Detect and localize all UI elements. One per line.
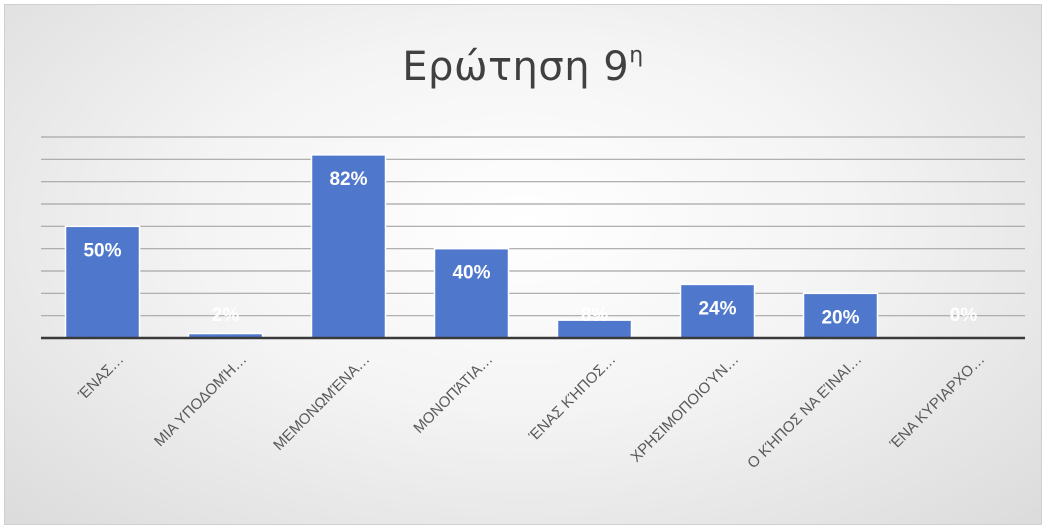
data-label: 8% bbox=[581, 305, 609, 326]
data-label: 0% bbox=[950, 305, 978, 326]
category-label: ΜΙΑ ΥΠΟΔΟΜΉ… bbox=[151, 351, 250, 450]
bars-group bbox=[64, 154, 879, 339]
bar bbox=[802, 292, 879, 339]
category-labels-group: ΈΝΑΣ… ΜΙΑ ΥΠΟΔΟΜΉ… ΜΕΜΟΝΩΜΈΝΑ… ΜΟΝΟΠΆΤΙΑ… ΈΝ… bbox=[74, 351, 988, 472]
bar bbox=[64, 225, 141, 339]
category-label: Ο ΚΉΠΟΣ ΝΑ ΕΊΝΑΙ… bbox=[744, 351, 865, 472]
data-label: 24% bbox=[698, 298, 736, 319]
bar bbox=[433, 247, 510, 339]
chart-container: Ερώτηση 9η 50% 2% 82% 40% 8% 24% 20% 0% ΈΝΑΣ… ΜΙ… bbox=[4, 4, 1042, 525]
chart-title-text: Ερώτηση 9 bbox=[402, 44, 630, 90]
chart-title-superscript: η bbox=[629, 43, 644, 68]
bar bbox=[679, 283, 756, 339]
category-label: ΈΝΑ ΚΥΡΙΑΡΧΟ… bbox=[886, 351, 988, 453]
category-label: ΈΝΑΣ… bbox=[74, 351, 127, 404]
gridlines bbox=[41, 136, 1025, 317]
category-label: ΧΡΗΣΙΜΟΠΟΙΟΎΝ… bbox=[627, 351, 742, 466]
data-label: 82% bbox=[329, 169, 367, 190]
category-label: ΈΝΑΣ ΚΉΠΟΣ… bbox=[525, 351, 619, 445]
data-label: 20% bbox=[821, 307, 859, 328]
bar bbox=[310, 154, 387, 339]
data-label: 40% bbox=[452, 263, 490, 284]
category-label: ΜΟΝΟΠΆΤΙΑ… bbox=[410, 351, 496, 437]
data-label: 50% bbox=[83, 240, 121, 261]
data-labels-group: 50% 2% 82% 40% 8% 24% 20% 0% bbox=[83, 169, 977, 328]
category-label: ΜΕΜΟΝΩΜΈΝΑ… bbox=[270, 351, 373, 454]
data-label: 2% bbox=[212, 305, 240, 326]
bar-chart: 50%2%82%40%8% 24% 20% 0% ΈΝΑΣ… ΜΙΑ ΥΠΟΔΟΜΉ… Μ… bbox=[41, 136, 1025, 472]
chart-title: Ερώτηση 9η bbox=[5, 43, 1041, 90]
